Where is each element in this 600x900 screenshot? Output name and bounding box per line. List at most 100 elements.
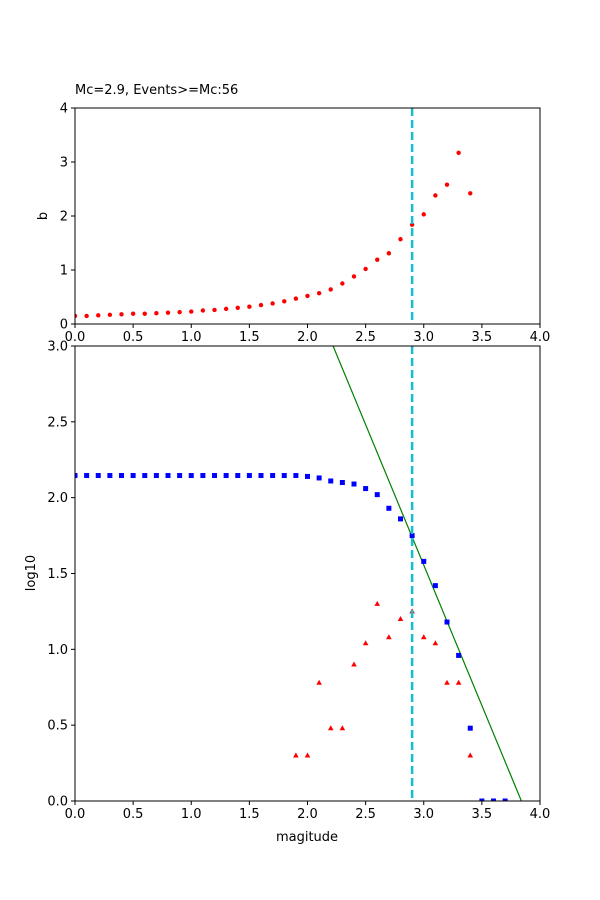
incremental-count-point	[327, 725, 334, 731]
cumulative-count-point	[409, 533, 415, 539]
b-value-point	[433, 193, 438, 198]
cumulative-count-point	[107, 473, 113, 479]
b-value-ytick-label: 2	[60, 210, 68, 225]
incremental-count-point	[455, 679, 462, 685]
cumulative-count-point	[491, 798, 496, 801]
b-value-point	[293, 296, 299, 301]
cumulative-count-point	[456, 652, 462, 658]
cumulative-count-point	[200, 473, 206, 479]
b-value-point	[177, 309, 182, 315]
cumulative-count-point	[386, 505, 392, 511]
cumulative-count-point	[421, 558, 427, 564]
frequency-magnitude-xtick-label: 0.0	[65, 807, 86, 822]
b-value-point	[258, 302, 264, 308]
cumulative-count-point	[177, 473, 183, 479]
b-value-xtick-label: 4.0	[530, 330, 551, 345]
b-value-point	[363, 266, 368, 272]
b-value-point	[468, 191, 473, 196]
b-value-point	[247, 304, 252, 309]
b-value-point	[444, 182, 450, 187]
b-value-xtick-label: 0.0	[65, 330, 86, 345]
gutenberg-richter-fit-line	[332, 346, 522, 801]
incremental-count-point	[316, 679, 322, 685]
b-value-point	[316, 291, 322, 296]
b-value-point	[421, 212, 426, 217]
cumulative-count-point	[328, 478, 334, 484]
frequency-magnitude-xtick-label: 1.0	[181, 807, 202, 822]
incremental-count-point	[386, 634, 392, 640]
b-value-point	[386, 251, 392, 256]
incremental-count-point	[397, 616, 404, 621]
cumulative-count-point	[84, 473, 90, 479]
b-value-xtick-label: 1.5	[239, 330, 260, 345]
cumulative-count-point	[374, 492, 380, 498]
cumulative-count-point	[95, 473, 101, 479]
cumulative-count-point	[188, 473, 194, 479]
cumulative-count-point	[467, 725, 473, 731]
cumulative-count-point	[142, 473, 148, 479]
incremental-count-point	[432, 640, 439, 646]
cumulative-count-point	[258, 473, 264, 479]
frequency-magnitude-ytick-label: 0.0	[47, 795, 68, 810]
cumulative-count-point	[444, 619, 450, 625]
cumulative-count-point	[305, 473, 310, 479]
incremental-count-point	[467, 752, 474, 758]
frequency-magnitude-ticks: 0.0 0.5 1.0 1.5 2.0 2.5 3.0 3.5 4.0 0.0 0.5 1.0 1.5 2…	[47, 340, 550, 823]
b-value-point	[84, 313, 89, 319]
b-value-point	[75, 313, 78, 319]
frequency-magnitude-ylabel: log10	[24, 555, 39, 591]
b-value-point	[212, 307, 217, 313]
b-value-point	[96, 313, 101, 318]
cumulative-count-point	[293, 473, 299, 479]
b-value-point	[398, 237, 403, 242]
cumulative-count-point	[165, 473, 171, 479]
b-value-xtick-label: 3.5	[472, 330, 493, 345]
cumulative-count-point	[119, 473, 124, 479]
b-value-point	[328, 287, 333, 292]
b-value-xtick-label: 2.5	[355, 330, 376, 345]
cumulative-count-point	[502, 798, 508, 801]
b-value-ytick-label: 4	[60, 102, 68, 117]
incremental-count-point	[444, 679, 450, 685]
cumulative-count-point	[212, 473, 217, 479]
incremental-count-point	[304, 752, 311, 758]
frequency-magnitude-ytick-label: 2.5	[47, 415, 68, 430]
cumulative-count-point	[235, 473, 241, 479]
cumulative-count-point	[316, 475, 322, 481]
b-value-point	[200, 308, 206, 313]
cumulative-count-point	[153, 473, 159, 479]
frequency-magnitude-ytick-label: 0.5	[47, 719, 68, 734]
b-value-point	[282, 299, 287, 304]
frequency-magnitude-xtick-label: 2.0	[297, 807, 318, 822]
b-value-ytick-label: 0	[60, 318, 68, 333]
b-value-ticks: 0.0 0.5 1.0 1.5 2.0 2.5 3.0 3.5 4.0 0 1 2 3 4	[60, 102, 551, 346]
frequency-magnitude-xlabel: magitude	[276, 830, 338, 845]
cumulative-count-point	[75, 473, 78, 479]
b-value-point	[305, 293, 310, 299]
frequency-magnitude-xtick-label: 2.5	[355, 807, 376, 822]
cumulative-count-point	[281, 473, 287, 479]
b-value-xtick-label: 3.0	[413, 330, 434, 345]
frequency-magnitude-xtick-label: 0.5	[123, 807, 144, 822]
incremental-count-point	[362, 640, 369, 646]
incremental-count-point	[339, 725, 346, 731]
frequency-magnitude-plot-area	[75, 346, 522, 801]
cumulative-count-point	[479, 798, 485, 801]
b-value-point	[119, 312, 124, 317]
frequency-magnitude-ytick-label: 1.0	[47, 643, 68, 658]
b-value-point	[223, 306, 229, 312]
frequency-magnitude-xtick-label: 4.0	[530, 807, 551, 822]
b-value-point	[340, 281, 345, 286]
b-value-point	[189, 309, 194, 314]
b-value-point	[351, 274, 357, 279]
b-value-title: Mc=2.9, Events>=Mc:56	[75, 83, 238, 98]
frequency-magnitude-ytick-label: 3.0	[47, 340, 68, 355]
b-value-point	[235, 305, 240, 310]
incremental-count-point	[351, 661, 357, 667]
b-value-point	[165, 310, 171, 315]
cumulative-count-point	[223, 473, 229, 479]
frequency-magnitude-ytick-label: 2.0	[47, 491, 68, 506]
b-value-xtick-label: 2.0	[297, 330, 318, 345]
b-value-ylabel: b	[36, 212, 51, 220]
